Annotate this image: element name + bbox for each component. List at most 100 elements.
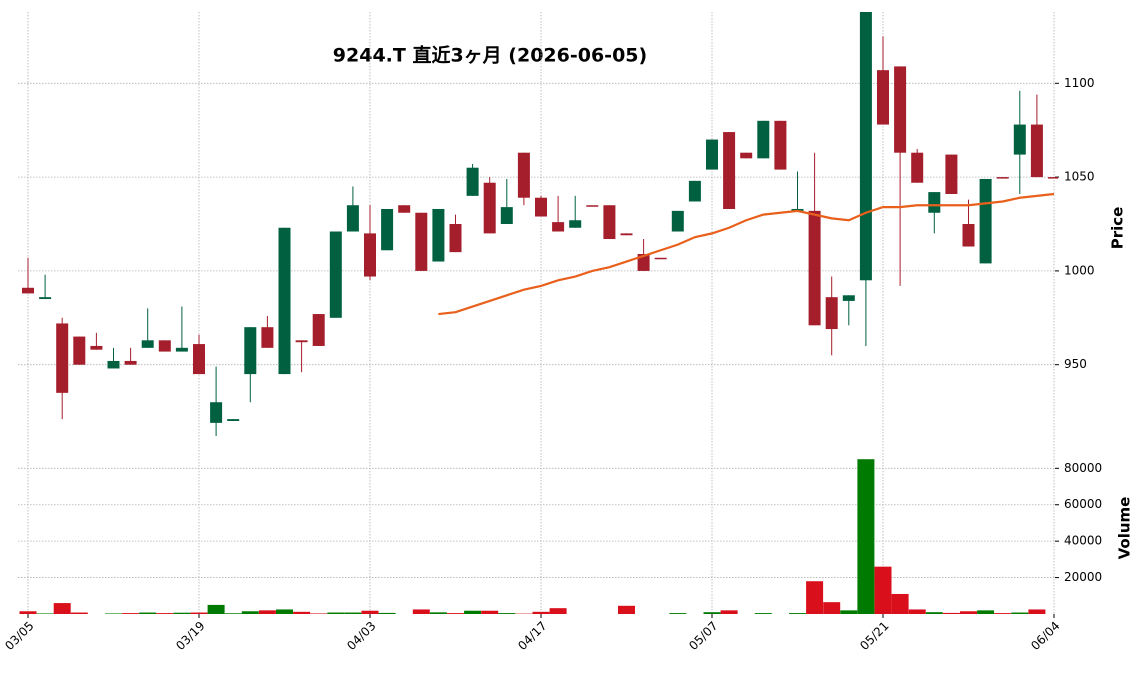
candle-body <box>56 323 68 392</box>
candle-body <box>364 233 376 276</box>
candle-body <box>296 340 308 342</box>
x-tick-label: 06/04 <box>1028 619 1062 653</box>
candle-body <box>73 337 85 365</box>
volume-bar <box>259 610 276 614</box>
volume-bar <box>498 613 515 614</box>
candle-body <box>603 205 615 239</box>
volume-bar <box>37 613 54 614</box>
volume-bar <box>669 613 686 614</box>
x-tick-label: 05/07 <box>686 619 720 653</box>
candle-body <box>860 8 872 280</box>
candle-body <box>809 211 821 325</box>
candle-body <box>911 153 923 183</box>
volume-bar <box>242 611 259 614</box>
volume-bar <box>208 605 225 614</box>
x-tick-label: 05/21 <box>857 619 891 653</box>
volume-bar <box>413 609 430 614</box>
candle-body <box>313 314 325 346</box>
volume-bar <box>481 611 498 614</box>
volume-bar <box>430 612 447 614</box>
candle-body <box>398 205 410 213</box>
candle-body <box>569 220 581 228</box>
candle-body <box>689 181 701 202</box>
volume-bar <box>857 459 874 614</box>
y-tick-label: 20000 <box>1064 570 1102 584</box>
volume-bar <box>1011 613 1028 614</box>
volume-bar <box>20 611 37 614</box>
candle-body <box>261 327 273 348</box>
volume-bar <box>327 613 344 614</box>
volume-bar <box>173 613 190 614</box>
candle-body <box>621 233 633 235</box>
volume-bar <box>806 581 823 614</box>
y-tick-label: 1100 <box>1064 76 1095 90</box>
volume-bar <box>943 613 960 614</box>
candle-body <box>980 179 992 263</box>
volume-bar <box>926 612 943 614</box>
moving-average-line <box>438 194 1054 314</box>
candle-body <box>1014 125 1026 155</box>
volume-bar <box>191 613 208 614</box>
candle-body <box>655 258 667 260</box>
candle-body <box>826 297 838 329</box>
volume-bar <box>755 613 772 614</box>
volume-bar <box>1028 609 1045 614</box>
volume-bar <box>840 610 857 614</box>
candle-body <box>894 66 906 152</box>
candle-body <box>740 153 752 159</box>
candle-body <box>39 297 51 299</box>
volume-bar <box>533 612 550 614</box>
candle-body <box>90 346 102 350</box>
volume-bar <box>310 613 327 614</box>
candle-body <box>672 211 684 232</box>
candle-body <box>706 140 718 170</box>
volume-bar <box>892 594 909 614</box>
candle-body <box>877 70 889 124</box>
candle-body <box>415 213 427 271</box>
candle-body <box>963 224 975 247</box>
candle-body <box>1031 125 1043 178</box>
volume-bar <box>344 613 361 614</box>
candle-body <box>757 121 769 159</box>
y-axis-label: Price <box>1109 207 1127 250</box>
candle-body <box>432 209 444 262</box>
candle-body <box>142 340 154 348</box>
y-tick-label: 40000 <box>1064 534 1102 548</box>
volume-bar <box>977 610 994 614</box>
candle-body <box>467 168 479 196</box>
volume-bar <box>909 609 926 614</box>
y-tick-label: 60000 <box>1064 497 1102 511</box>
y-tick-label: 950 <box>1064 357 1087 371</box>
volume-bar <box>704 612 721 614</box>
volume-bar <box>362 611 379 614</box>
volume-bar <box>823 602 840 614</box>
candle-body <box>125 361 137 365</box>
volume-bar <box>379 613 396 614</box>
volume-bar <box>225 613 242 614</box>
candle-body <box>945 155 957 194</box>
volume-bar <box>550 608 567 614</box>
candle-body <box>108 361 120 369</box>
candle-body <box>244 327 256 374</box>
x-tick-label: 03/05 <box>2 619 36 653</box>
volume-bar <box>875 567 892 614</box>
volume-bar <box>54 603 71 614</box>
y-tick-label: 1000 <box>1064 263 1095 277</box>
candle-body <box>552 222 564 231</box>
x-tick-label: 04/17 <box>515 619 549 653</box>
y-tick-label: 1050 <box>1064 170 1095 184</box>
candle-body <box>347 205 359 231</box>
candle-body <box>723 132 735 209</box>
candle-body <box>381 209 393 250</box>
volume-bar <box>618 606 635 614</box>
candle-body <box>450 224 462 252</box>
y-axis-label: Volume <box>1116 497 1134 560</box>
candle-body <box>484 183 496 234</box>
volume-bar <box>960 611 977 614</box>
candle-body <box>22 288 34 294</box>
candle-body <box>176 348 188 352</box>
volume-bar <box>122 613 139 614</box>
volume-bar <box>105 613 122 614</box>
x-tick-label: 03/19 <box>173 619 207 653</box>
